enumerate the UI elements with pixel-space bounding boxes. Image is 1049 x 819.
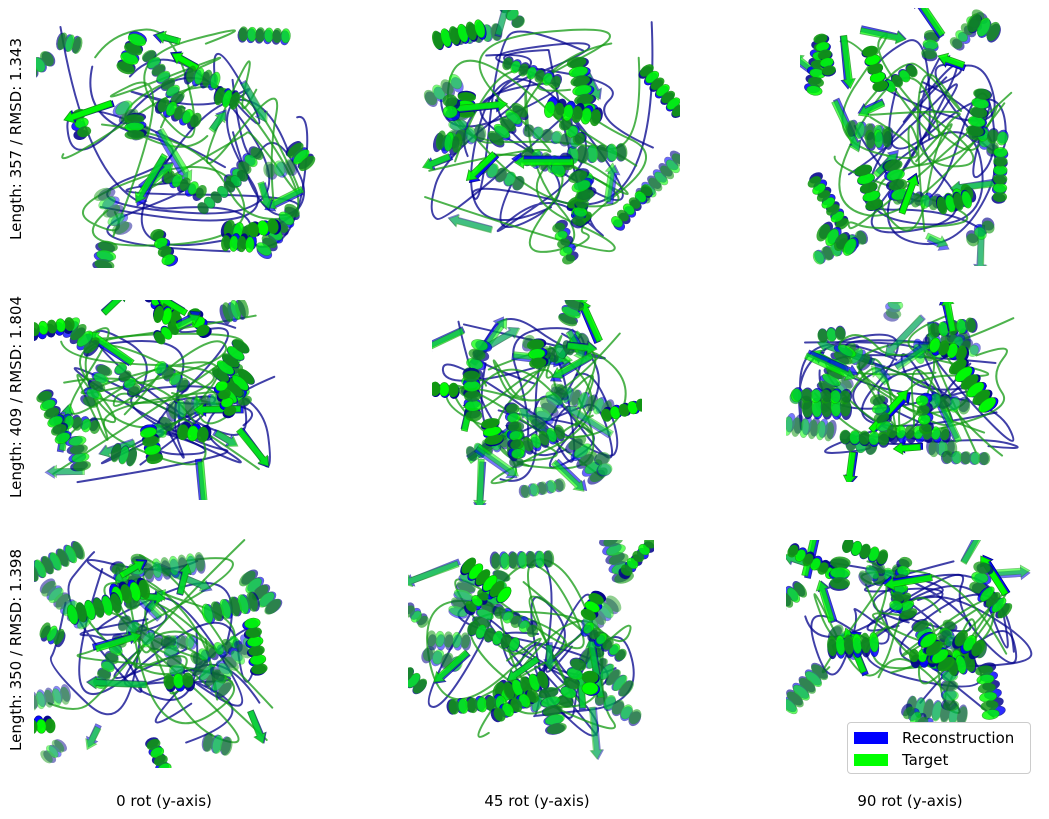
structure-render bbox=[408, 540, 654, 761]
structure-panel-r2-c2 bbox=[432, 300, 642, 505]
legend-item-target: Target bbox=[854, 751, 948, 769]
structure-render bbox=[422, 10, 680, 265]
structure-render bbox=[432, 300, 642, 505]
legend: Reconstruction Target bbox=[847, 722, 1031, 774]
structure-render bbox=[34, 539, 283, 768]
row-label-3: Length: 350 / RMSD: 1.398 bbox=[7, 549, 25, 751]
structure-panel-r2-c3 bbox=[786, 302, 1040, 482]
column-label-1: 0 rot (y-axis) bbox=[116, 792, 212, 810]
structure-render bbox=[34, 300, 276, 500]
structure-render bbox=[786, 302, 1019, 482]
structure-render bbox=[36, 25, 316, 268]
legend-swatch-target bbox=[854, 754, 888, 766]
legend-item-reconstruction: Reconstruction bbox=[854, 729, 1014, 747]
column-label-2: 45 rot (y-axis) bbox=[484, 792, 590, 810]
column-label-3: 90 rot (y-axis) bbox=[857, 792, 963, 810]
structure-panel-r3-c2 bbox=[408, 540, 654, 762]
structure-panel-r1-c1 bbox=[36, 10, 336, 268]
row-label-2: Length: 409 / RMSD: 1.804 bbox=[7, 296, 25, 498]
row-label-1: Length: 357 / RMSD: 1.343 bbox=[7, 38, 25, 240]
structure-render bbox=[786, 540, 1033, 730]
structure-panel-r2-c1 bbox=[34, 300, 296, 500]
legend-swatch-reconstruction bbox=[854, 732, 888, 744]
structure-render bbox=[800, 8, 1013, 266]
structure-panel-r1-c2 bbox=[400, 10, 680, 268]
legend-label-target: Target bbox=[902, 751, 949, 769]
structure-panel-r1-c3 bbox=[800, 8, 1030, 266]
structure-panel-r3-c1 bbox=[34, 532, 290, 768]
legend-label-reconstruction: Reconstruction bbox=[902, 729, 1015, 747]
structure-panel-r3-c3 bbox=[786, 540, 1042, 730]
